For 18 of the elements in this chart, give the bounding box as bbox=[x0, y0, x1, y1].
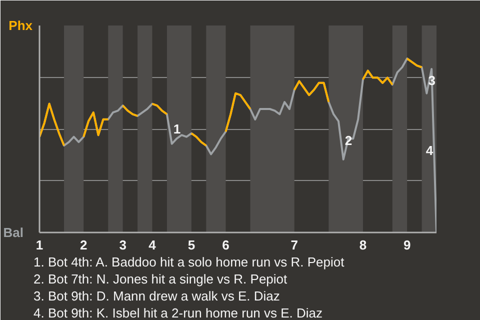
x-tick-label: 1 bbox=[36, 238, 44, 252]
text: 2. Bot 7th: N. Jones hit a single vs R. Pepiot bbox=[34, 272, 288, 286]
text: Phx bbox=[8, 18, 34, 33]
x-tick-label: 6 bbox=[222, 238, 230, 252]
x-tick-label: 8 bbox=[359, 238, 367, 252]
x-tick-label: 3 bbox=[119, 238, 126, 252]
x-tick-label: 9 bbox=[403, 238, 411, 252]
x-tick-label: 4 bbox=[148, 238, 157, 252]
x-tick-label: 7 bbox=[290, 238, 298, 252]
text: 1. Bot 4th: A. Baddoo hit a solo home run vs R. Pepiot bbox=[34, 254, 345, 270]
annotation: 1 bbox=[173, 122, 181, 136]
annotation: 2 bbox=[344, 132, 352, 148]
text: 3. Bot 9th: D. Mann drew a walk vs E. Diaz bbox=[34, 288, 280, 304]
annotation: 4 bbox=[426, 143, 434, 158]
text: Bal bbox=[3, 225, 24, 240]
x-tick-label: 5 bbox=[188, 238, 196, 252]
x-tick-label: 2 bbox=[80, 238, 88, 252]
text: 4. Bot 9th: K. Isbel hit a 2-run home run vs E. Diaz bbox=[34, 306, 323, 320]
